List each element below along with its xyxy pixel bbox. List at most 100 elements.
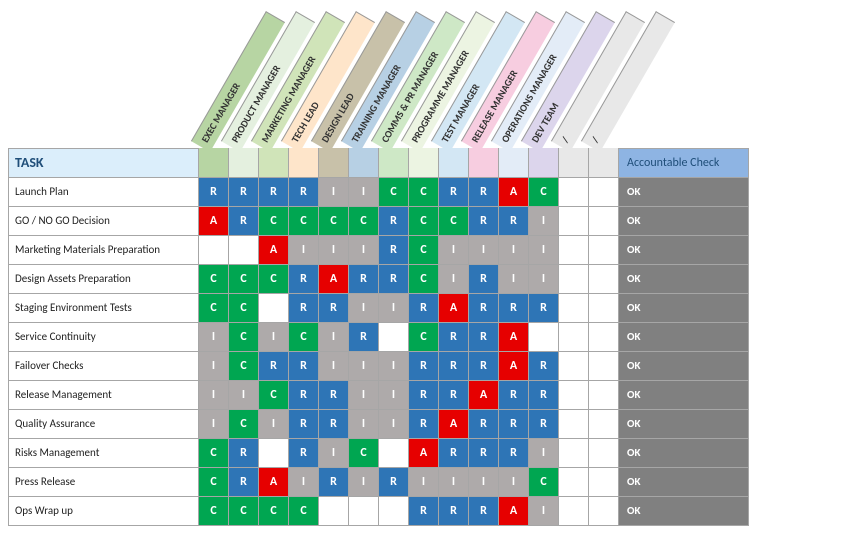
raci-cell: I <box>289 467 319 496</box>
raci-cell: C <box>289 206 319 235</box>
role-col-spacer <box>559 148 589 177</box>
task-name: Ops Wrap up <box>9 496 199 525</box>
task-name: Launch Plan <box>9 177 199 206</box>
accountable-check: OK <box>619 206 749 235</box>
task-name: Failover Checks <box>9 351 199 380</box>
raci-cell: A <box>199 206 229 235</box>
raci-cell: C <box>229 293 259 322</box>
raci-cell: C <box>229 409 259 438</box>
raci-cell: I <box>349 351 379 380</box>
raci-cell <box>589 264 619 293</box>
role-col-spacer <box>229 148 259 177</box>
accountable-check: OK <box>619 351 749 380</box>
raci-cell: A <box>499 496 529 525</box>
raci-cell: C <box>529 177 559 206</box>
raci-cell: C <box>199 438 229 467</box>
raci-cell: C <box>319 206 349 235</box>
raci-cell: C <box>409 322 439 351</box>
raci-cell: R <box>439 380 469 409</box>
raci-cell: R <box>439 496 469 525</box>
task-row: Risks ManagementCRRICARRRIOK <box>9 438 749 467</box>
raci-cell: I <box>529 235 559 264</box>
accountable-check: OK <box>619 293 749 322</box>
role-header-7: PROGRAMME MANAGER <box>409 8 439 148</box>
accountable-check: OK <box>619 322 749 351</box>
raci-cell: C <box>229 351 259 380</box>
task-name: Design Assets Preparation <box>9 264 199 293</box>
raci-cell: R <box>499 409 529 438</box>
raci-cell: R <box>199 177 229 206</box>
raci-cell <box>589 351 619 380</box>
raci-cell <box>559 380 589 409</box>
raci-cell: I <box>319 177 349 206</box>
task-row: Quality AssuranceICIRRIIRARRROK <box>9 409 749 438</box>
raci-cell: C <box>259 380 289 409</box>
accountable-check: OK <box>619 438 749 467</box>
raci-cell: A <box>439 409 469 438</box>
role-col-spacer <box>409 148 439 177</box>
accountable-check: OK <box>619 409 749 438</box>
raci-cell: R <box>409 351 439 380</box>
raci-cell: R <box>499 293 529 322</box>
raci-cell <box>349 496 379 525</box>
raci-cell <box>559 264 589 293</box>
role-col-spacer <box>259 148 289 177</box>
raci-cell: I <box>349 177 379 206</box>
raci-cell <box>589 206 619 235</box>
raci-cell: R <box>289 264 319 293</box>
raci-cell: R <box>379 467 409 496</box>
raci-cell: R <box>289 177 319 206</box>
accountable-check: OK <box>619 380 749 409</box>
raci-cell: C <box>229 322 259 351</box>
raci-cell <box>559 351 589 380</box>
raci-cell: R <box>289 438 319 467</box>
raci-cell: R <box>319 467 349 496</box>
raci-cell: R <box>289 380 319 409</box>
raci-cell: R <box>409 293 439 322</box>
role-header-6: COMMS & PR MANAGER <box>379 8 409 148</box>
raci-cell: I <box>469 235 499 264</box>
raci-cell: R <box>289 351 319 380</box>
raci-cell: I <box>439 467 469 496</box>
role-col-spacer <box>589 148 619 177</box>
raci-cell <box>589 177 619 206</box>
raci-cell: I <box>499 467 529 496</box>
role-header-1: PRODUCT MANAGER <box>229 8 259 148</box>
raci-cell: I <box>349 409 379 438</box>
task-name: Staging Environment Tests <box>9 293 199 322</box>
accountable-check: OK <box>619 496 749 525</box>
task-name: Quality Assurance <box>9 409 199 438</box>
raci-cell <box>229 235 259 264</box>
raci-cell <box>559 467 589 496</box>
raci-cell: C <box>229 264 259 293</box>
raci-cell: R <box>469 351 499 380</box>
accountable-check: OK <box>619 235 749 264</box>
raci-cell: R <box>259 351 289 380</box>
role-header-8: TEST MANAGER <box>439 8 469 148</box>
raci-cell: I <box>349 467 379 496</box>
raci-cell: I <box>259 322 289 351</box>
task-header: TASK <box>9 148 199 177</box>
role-header-10: OPERATIONS MANAGER <box>499 8 529 148</box>
raci-cell: A <box>319 264 349 293</box>
raci-cell: I <box>289 235 319 264</box>
raci-cell: C <box>229 496 259 525</box>
raci-cell: A <box>499 351 529 380</box>
raci-cell: C <box>259 264 289 293</box>
role-header-3: TECH LEAD <box>289 8 319 148</box>
raci-cell: R <box>469 293 499 322</box>
raci-cell: I <box>259 409 289 438</box>
raci-cell: R <box>529 380 559 409</box>
task-name: GO / NO GO Decision <box>9 206 199 235</box>
raci-cell: R <box>349 322 379 351</box>
raci-cell: R <box>469 264 499 293</box>
raci-cell <box>589 467 619 496</box>
raci-cell: R <box>349 264 379 293</box>
task-row: Marketing Materials PreparationAIIIRCIII… <box>9 235 749 264</box>
raci-cell <box>589 438 619 467</box>
role-header-13: / <box>589 8 619 148</box>
raci-cell: C <box>199 496 229 525</box>
task-row: Failover ChecksICRRIIIRRRAROK <box>9 351 749 380</box>
task-name: Service Continuity <box>9 322 199 351</box>
raci-cell <box>589 293 619 322</box>
